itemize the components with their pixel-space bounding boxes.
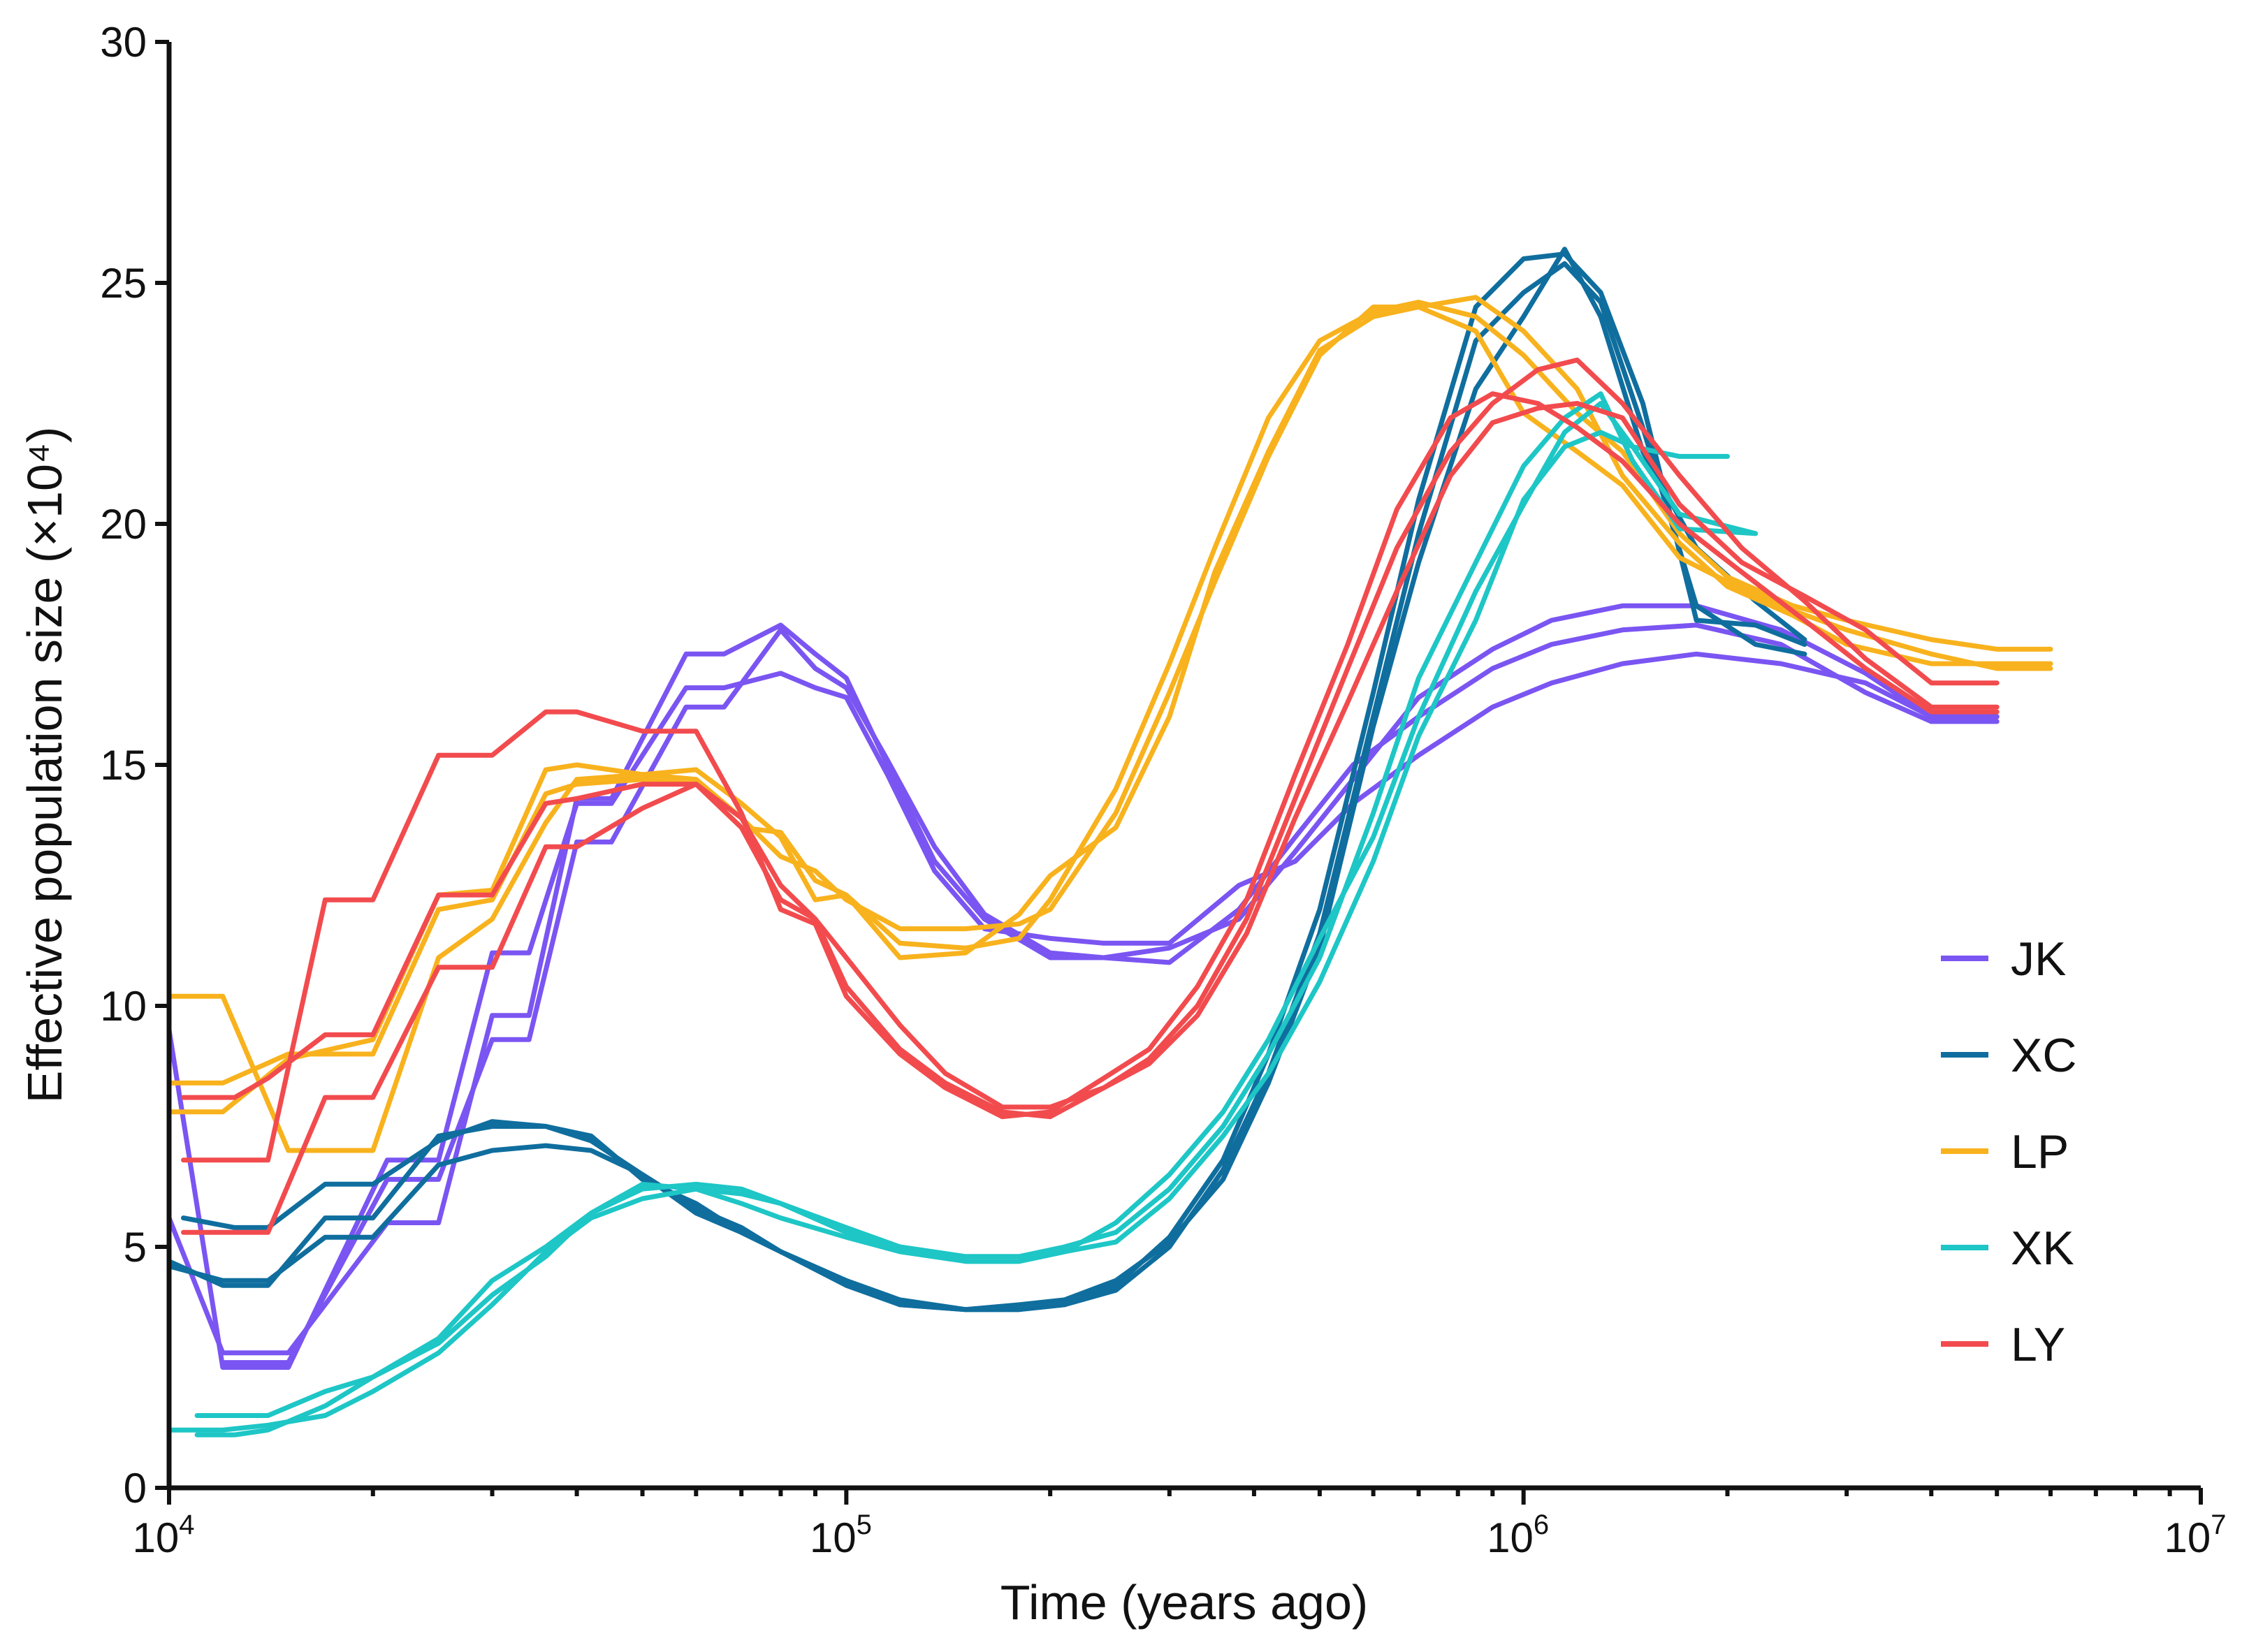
series-xc-line-2	[166, 251, 1807, 1313]
series-ly-line-3	[181, 391, 2000, 1163]
y-ticks: 0 5 10 15 20 25 30	[100, 19, 169, 1512]
x-tick-label: 105	[810, 1510, 872, 1561]
legend-label: LY	[2011, 1318, 2065, 1371]
series-jk-line-1	[166, 622, 2000, 1356]
series-jk-line-2	[166, 651, 2000, 1370]
series-layer	[166, 247, 2053, 1438]
x-tick-exponent: 6	[1534, 1510, 1549, 1540]
series-xc	[166, 247, 1807, 1313]
y-tick-label: 20	[100, 501, 147, 548]
legend-item-xk: XK	[1941, 1222, 2074, 1275]
x-tick-label: 106	[1487, 1510, 1549, 1561]
legend-label: XC	[2011, 1029, 2076, 1082]
series-xk-line-2	[194, 391, 1759, 1418]
x-tick-base: 10	[2164, 1514, 2211, 1561]
x-tick-label: 107	[2164, 1510, 2227, 1561]
legend: JK XC LP XK LY	[1941, 933, 2076, 1371]
axes-layer	[166, 42, 2201, 1491]
legend-label: XK	[2011, 1222, 2074, 1275]
x-ticks: 104 105 106 107	[133, 1488, 2227, 1561]
x-tick-base: 10	[1487, 1514, 1534, 1561]
series-ly-line-1	[181, 357, 2000, 1110]
legend-label: JK	[2011, 933, 2066, 986]
legend-item-ly: LY	[1941, 1318, 2065, 1371]
series-lp-line-3	[166, 295, 2053, 1115]
x-tick-base: 10	[810, 1514, 857, 1561]
y-tick-label: 30	[100, 19, 147, 66]
y-tick-label: 5	[124, 1224, 147, 1271]
series-ly	[181, 357, 2000, 1235]
x-axis-title: Time (years ago)	[1000, 1575, 1368, 1630]
series-lp	[166, 295, 2053, 1153]
series-ly-line-2	[181, 401, 2000, 1235]
legend-item-xc: XC	[1941, 1029, 2076, 1082]
series-lp-line-1	[166, 305, 2053, 1153]
y-axis-title: Effective population size (×10⁴)	[17, 427, 72, 1104]
y-tick-label: 25	[100, 260, 147, 307]
legend-item-jk: JK	[1941, 933, 2066, 986]
series-xc-line-3	[181, 247, 1807, 1313]
series-xk	[166, 391, 1759, 1438]
series-jk-line-3	[220, 603, 2000, 1366]
x-tick-label: 104	[133, 1510, 195, 1561]
series-lp-line-2	[166, 300, 2053, 1086]
series-jk	[166, 603, 2000, 1370]
y-tick-label: 15	[100, 742, 147, 789]
x-tick-exponent: 7	[2211, 1510, 2226, 1540]
legend-item-lp: LP	[1941, 1125, 2069, 1178]
y-tick-label: 0	[124, 1465, 147, 1512]
legend-label: LP	[2011, 1125, 2069, 1178]
x-tick-exponent: 5	[857, 1510, 872, 1540]
x-tick-exponent: 4	[179, 1510, 194, 1540]
y-tick-label: 10	[100, 983, 147, 1030]
x-tick-base: 10	[133, 1514, 180, 1561]
series-xk-line-3	[194, 401, 1759, 1438]
